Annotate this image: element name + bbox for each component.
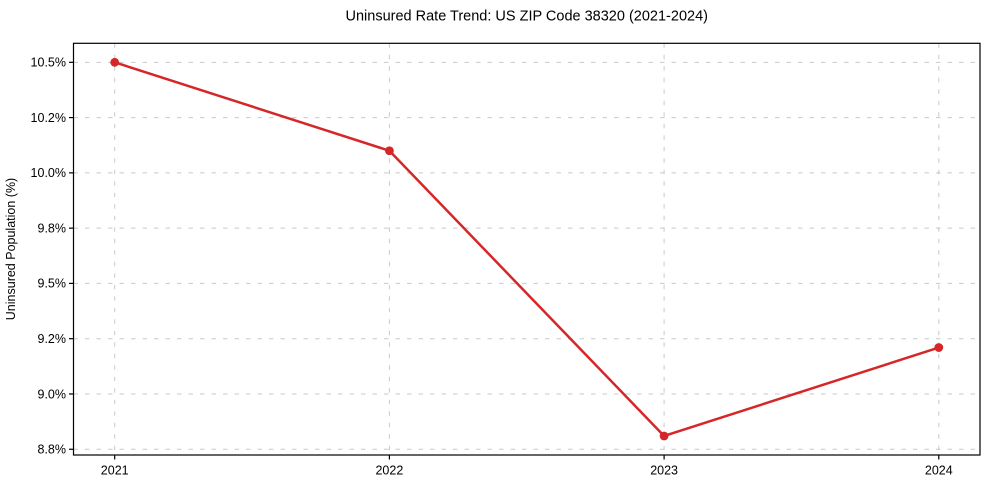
y-tick-label: 8.8%	[38, 443, 67, 457]
tick-labels: 8.8% 9.0% 9.2% 9.5% 9.8% 10.0% 10.2% 10.5% 2021 2…	[31, 56, 953, 478]
y-tick-label: 9.2%	[38, 332, 67, 346]
x-tick-label: 2023	[650, 464, 678, 478]
y-axis-label: Uninsured Population (%)	[4, 178, 18, 320]
x-tick-label: 2022	[375, 464, 403, 478]
y-tick-label: 9.5%	[38, 277, 67, 291]
tick-marks	[69, 61, 940, 460]
axes-frame	[72, 42, 981, 456]
data-point	[659, 431, 669, 441]
data-point	[934, 343, 944, 352]
gridlines	[73, 43, 980, 455]
y-tick-label: 9.0%	[38, 387, 67, 401]
trend-line	[114, 61, 940, 438]
y-tick-label: 10.5%	[31, 56, 66, 70]
plot-frame	[72, 42, 981, 456]
data-point	[110, 57, 120, 67]
x-tick-label: 2021	[101, 464, 129, 478]
x-tick-label: 2024	[925, 464, 953, 478]
y-tick-label: 10.0%	[31, 166, 66, 180]
y-tick-label: 9.8%	[38, 221, 67, 235]
y-tick-label: 10.2%	[31, 111, 66, 125]
data-series	[110, 57, 944, 441]
chart-title: Uninsured Rate Trend: US ZIP Code 38320 …	[346, 9, 708, 25]
data-point	[385, 146, 394, 156]
